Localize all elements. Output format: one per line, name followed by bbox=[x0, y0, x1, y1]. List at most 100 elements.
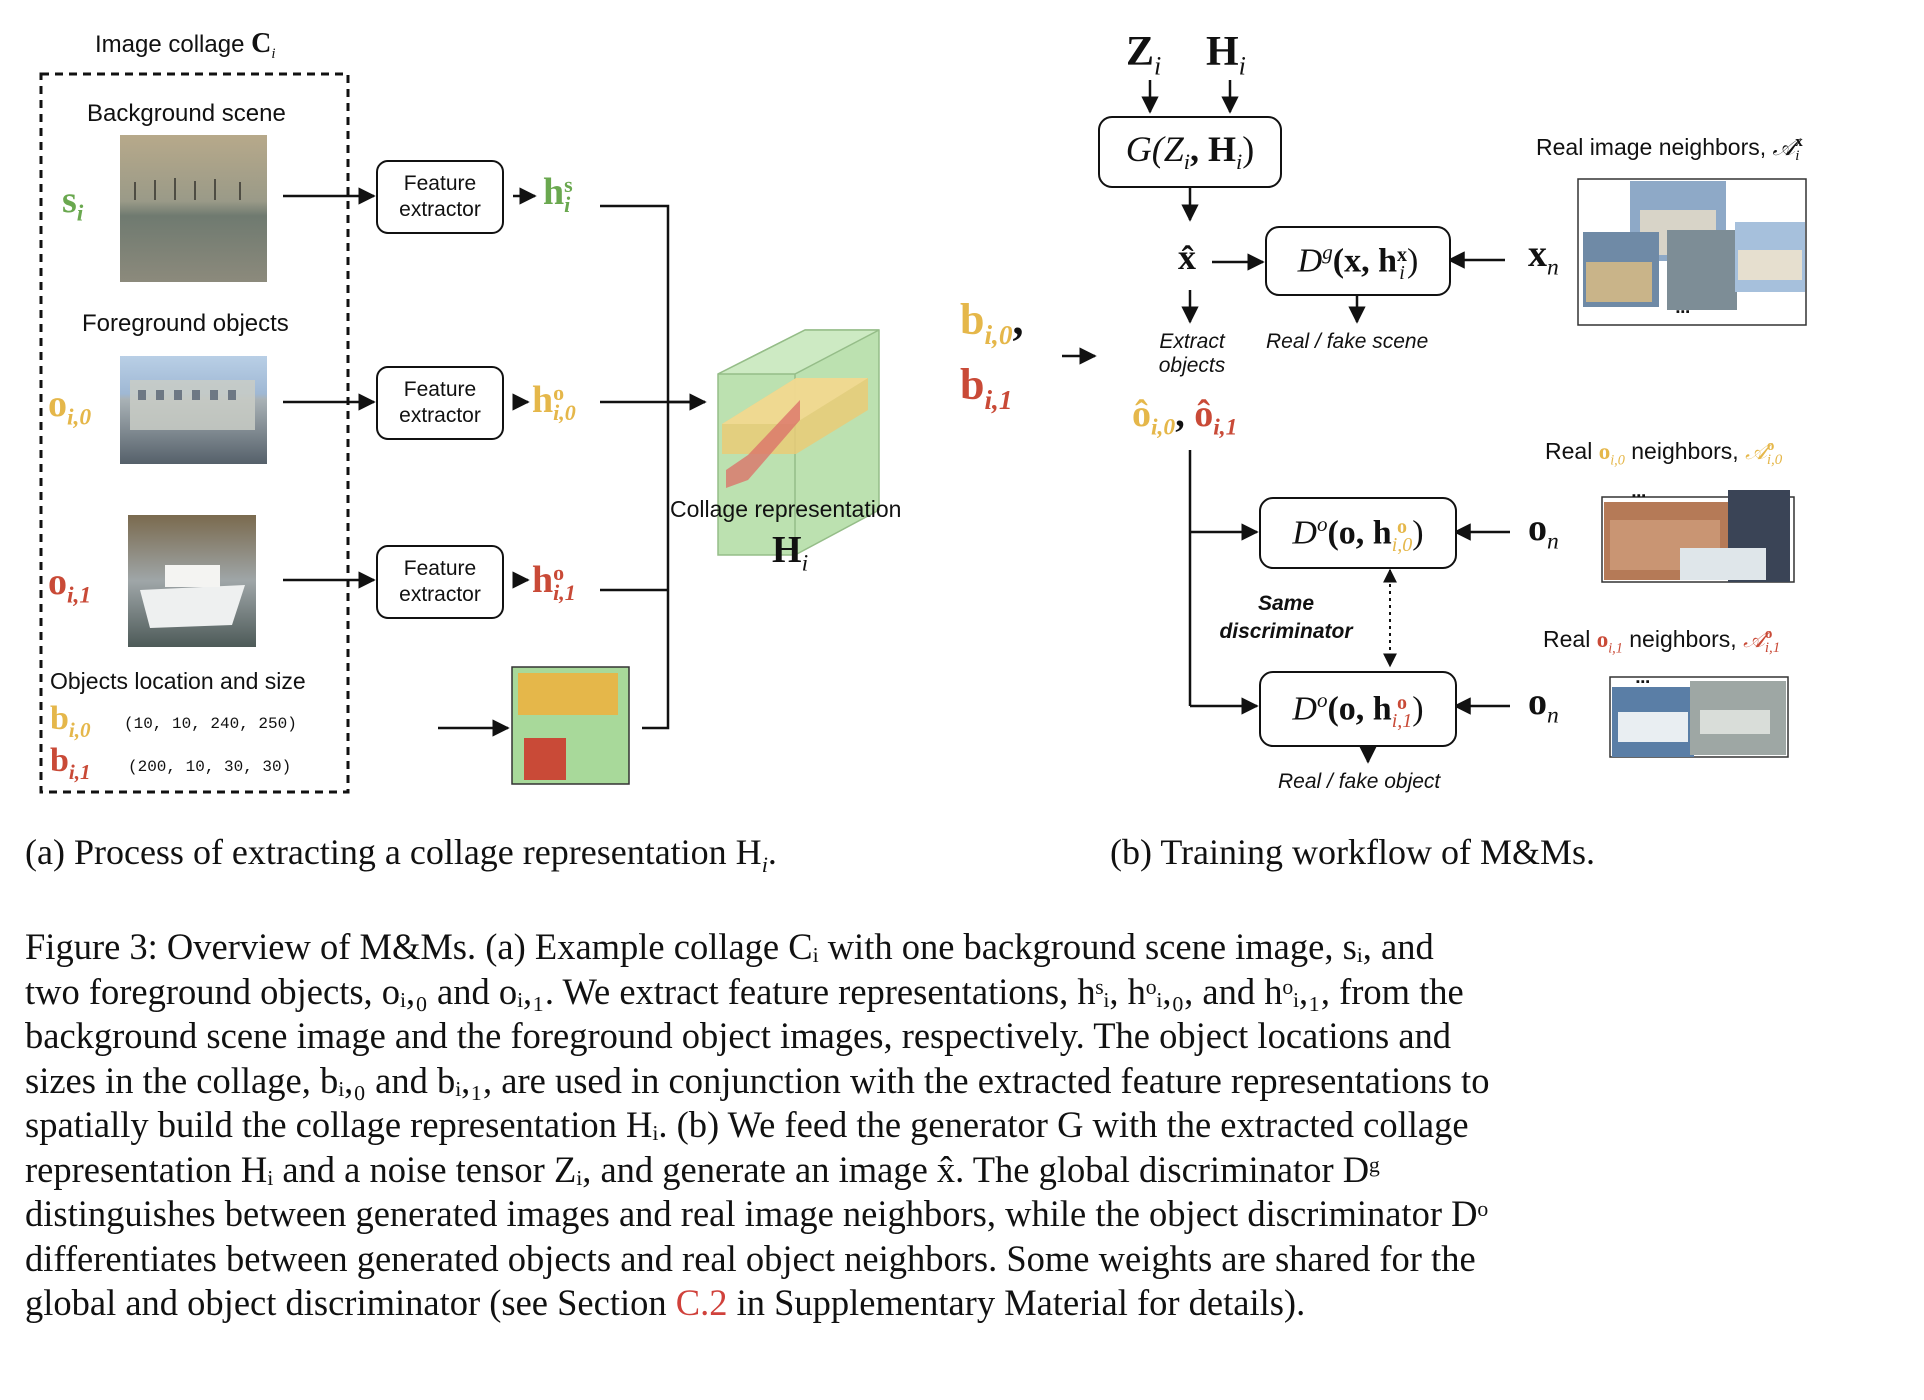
real-fake-object-label: Real / fake object bbox=[1278, 770, 1441, 793]
b0-value: (10, 10, 240, 250) bbox=[124, 715, 297, 733]
caption-a-sub: i bbox=[761, 852, 768, 878]
ohat0-sub: i,0 bbox=[1151, 414, 1176, 441]
background-scene-label: Background scene bbox=[87, 100, 286, 127]
caption-line: Figure 3: Overview of M&Ms. (a) Example … bbox=[25, 926, 1434, 967]
ro1-sub: i,1 bbox=[1608, 640, 1623, 657]
h0-text: h bbox=[532, 379, 554, 421]
ro0-pre: Real bbox=[1545, 438, 1593, 464]
ohat1: ô bbox=[1194, 393, 1214, 435]
A-x: 𝒜 bbox=[1772, 135, 1796, 161]
Dg-D: D bbox=[1297, 242, 1323, 280]
collage-representation-label: Collage representation bbox=[670, 496, 902, 522]
Do0-end: ) bbox=[1412, 514, 1424, 552]
b1-variable: bi,1 bbox=[50, 742, 91, 785]
section-link[interactable]: C.2 bbox=[675, 1282, 728, 1323]
collage-title-math: C bbox=[251, 28, 272, 59]
A-o0: 𝒜 bbox=[1745, 439, 1767, 464]
Dg-args-sub: i bbox=[1399, 261, 1405, 284]
collage-border bbox=[39, 72, 350, 794]
A-x-sup: x bbox=[1795, 133, 1803, 150]
background-scene-photo bbox=[120, 135, 267, 282]
b-in-0-sub: i,0 bbox=[984, 319, 1013, 350]
fe-line1: Feature bbox=[403, 378, 477, 401]
b0-variable: bi,0 bbox=[50, 700, 91, 743]
Do1-h-sub: i,1 bbox=[1391, 709, 1413, 732]
hs-text: h bbox=[543, 171, 565, 213]
ohat0: ô bbox=[1132, 393, 1151, 435]
hs-sub: i bbox=[564, 192, 571, 218]
b1-value: (200, 10, 30, 30) bbox=[128, 758, 292, 776]
h1-text: h bbox=[532, 559, 554, 601]
G-label: G(Z bbox=[1125, 129, 1184, 170]
object-discriminator-box-0: Do(o, h o i,0) bbox=[1259, 497, 1457, 569]
h1-sub: i,1 bbox=[553, 580, 576, 606]
same-line2: discriminator bbox=[1219, 620, 1353, 643]
caption-a-end: . bbox=[767, 832, 777, 872]
G-end: ) bbox=[1242, 129, 1255, 170]
foreground-objects-label: Foreground objects bbox=[82, 310, 289, 337]
caption-line: two foreground objects, oᵢ,₀ and oᵢ,₁. W… bbox=[25, 970, 1464, 1012]
collage-tensor bbox=[717, 329, 880, 556]
A-o1-sub: i,1 bbox=[1764, 639, 1781, 656]
caption-line: background scene image and the foregroun… bbox=[25, 1015, 1452, 1056]
ohat-comma: , bbox=[1175, 393, 1185, 435]
feature-extractor-o1: Feature extractor bbox=[376, 545, 504, 619]
o0-var-text: o bbox=[48, 383, 67, 425]
xn-sub: n bbox=[1547, 254, 1559, 281]
extract-objects-label: Extract objects bbox=[1152, 330, 1232, 378]
caption-line: distinguishes between generated images a… bbox=[25, 1193, 1488, 1234]
Do1-args: (o, h bbox=[1327, 690, 1392, 728]
Do0-args: (o, h bbox=[1327, 514, 1392, 552]
H-text: H bbox=[772, 529, 802, 571]
Z-input: Zi bbox=[1126, 28, 1161, 81]
G-sub1: i bbox=[1183, 149, 1190, 175]
G-sub2: i bbox=[1236, 149, 1243, 175]
o0-var-sub: i,0 bbox=[67, 404, 92, 431]
real-fake-scene-label: Real / fake scene bbox=[1266, 330, 1429, 353]
Do1-h-sup: o bbox=[1397, 691, 1407, 714]
rin-text: Real image neighbors, bbox=[1536, 134, 1767, 160]
collage-title-sub: i bbox=[271, 45, 276, 62]
Dg-args-sup: x bbox=[1397, 243, 1407, 266]
ro1-var: o bbox=[1596, 627, 1609, 652]
b0-var-text: b bbox=[50, 700, 69, 737]
global-discriminator-box: Dg(x, h x i) bbox=[1265, 226, 1451, 296]
fe-line2: extractor bbox=[399, 404, 481, 427]
ro0-var: o bbox=[1598, 439, 1611, 464]
figure-caption: Figure 3: Overview of M&Ms. (a) Example … bbox=[25, 925, 1915, 1326]
Do0-h-sup: o bbox=[1397, 515, 1407, 538]
H-input: Hi bbox=[1206, 28, 1246, 81]
xn-text: x bbox=[1528, 233, 1547, 275]
Dg-args: (x, h bbox=[1332, 242, 1397, 280]
generator-box: G(Zi, Hi) bbox=[1098, 116, 1282, 188]
on1-text: o bbox=[1528, 681, 1547, 723]
Z-sub: i bbox=[1154, 51, 1162, 81]
ro0-post: neighbors, bbox=[1631, 438, 1739, 464]
A-x-sub: i bbox=[1795, 147, 1800, 164]
b-comma: , bbox=[1012, 295, 1024, 344]
ro1-post: neighbors, bbox=[1629, 626, 1737, 652]
b-inputs: bi,0, bi,1 bbox=[960, 295, 1024, 425]
h1-feature: h o i,1 bbox=[532, 559, 576, 606]
b-in-1: b bbox=[960, 359, 985, 409]
Dg-end: ) bbox=[1407, 242, 1419, 280]
b1-var-sub: i,1 bbox=[68, 759, 91, 784]
o-n-real-1: on bbox=[1528, 680, 1559, 730]
on0-text: o bbox=[1528, 507, 1547, 549]
caption-b: (b) Training workflow of M&Ms. bbox=[1110, 832, 1596, 872]
h0-sub: i,0 bbox=[553, 400, 576, 426]
H-collage-variable: Hi bbox=[772, 528, 808, 578]
A-o0-sup: o bbox=[1766, 437, 1775, 454]
b-in-0: b bbox=[960, 295, 985, 344]
extract-line2: objects bbox=[1158, 354, 1226, 377]
fe-line2: extractor bbox=[399, 583, 481, 606]
o1-var-sub: i,1 bbox=[67, 582, 92, 609]
object-discriminator-box-1: Do(o, h o i,1) bbox=[1259, 671, 1457, 747]
caption-a-text: (a) Process of extracting a collage repr… bbox=[25, 832, 762, 872]
x-hat: x̂ bbox=[1178, 237, 1196, 277]
caption-line: differentiates between generated objects… bbox=[25, 1237, 1476, 1279]
x-n-real: xn bbox=[1528, 232, 1559, 282]
Do1-D: D bbox=[1292, 690, 1317, 728]
